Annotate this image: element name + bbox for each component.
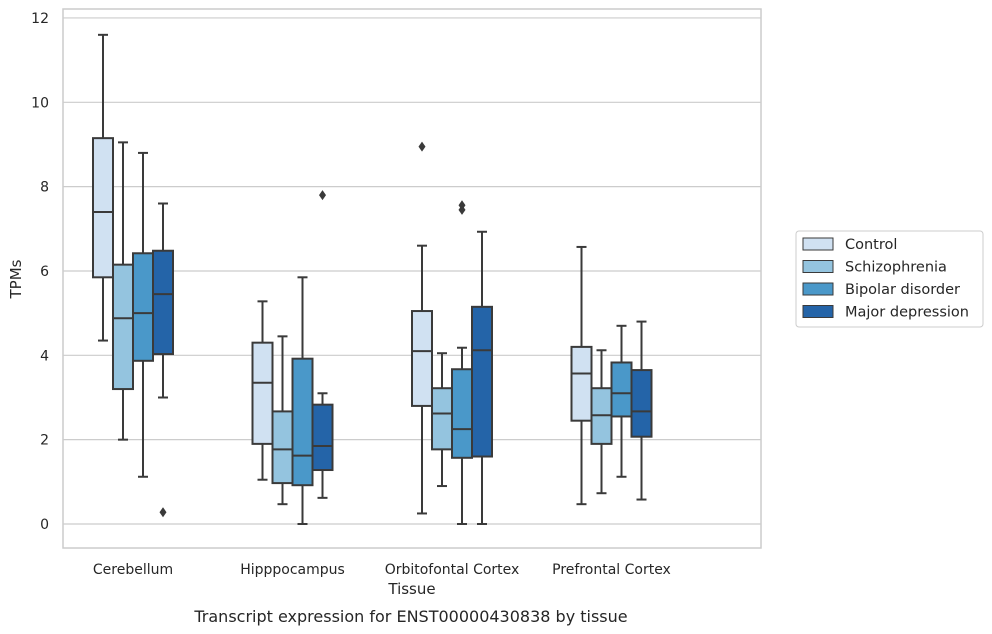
y-tick-label: 4 — [40, 348, 49, 364]
legend-label: Bipolar disorder — [845, 282, 960, 298]
outlier-point — [458, 200, 466, 211]
boxes — [92, 33, 653, 525]
iqr-box — [471, 305, 493, 458]
outlier-point — [319, 190, 326, 201]
box-group — [311, 190, 334, 499]
outlier-point — [418, 141, 426, 152]
chart-caption: Transcript expression for ENST0000043083… — [193, 607, 627, 626]
iqr-box — [112, 263, 134, 391]
box-group — [630, 320, 653, 501]
iqr-box — [630, 369, 653, 438]
legend-label: Control — [845, 237, 897, 253]
box-group — [431, 352, 453, 488]
legend: Control Schizophrenia Bipolar disorder Majo… — [795, 230, 984, 328]
iqr-box — [291, 357, 314, 487]
plot-frame — [62, 8, 762, 549]
iqr-box — [251, 341, 274, 445]
box-group — [152, 202, 174, 518]
y-tick-label: 8 — [40, 180, 49, 196]
y-tick-label: 10 — [31, 95, 49, 111]
iqr-box — [132, 252, 154, 362]
x-tick-label: Prefrontal Cortex — [552, 562, 671, 578]
y-axis-label: TPMs — [7, 259, 25, 299]
y-tick-label: 0 — [40, 517, 49, 533]
box-group — [471, 230, 493, 525]
box-group — [92, 33, 114, 342]
box-group — [570, 245, 593, 506]
box-group — [411, 141, 433, 515]
y-tick-label: 2 — [40, 433, 49, 449]
iqr-box — [411, 310, 433, 407]
iqr-box — [92, 137, 114, 279]
legend-frame — [795, 230, 984, 328]
iqr-box — [271, 410, 294, 485]
legend-swatch — [802, 237, 834, 251]
box-group — [112, 141, 134, 441]
legend-swatch — [802, 282, 834, 296]
x-axis-label: Tissue — [387, 580, 435, 598]
iqr-box — [570, 345, 593, 422]
iqr-box — [311, 403, 334, 472]
iqr-box — [610, 361, 633, 418]
legend-label: Schizophrenia — [845, 260, 947, 276]
iqr-box — [152, 249, 174, 356]
y-tick-label: 12 — [31, 11, 49, 27]
box-group — [271, 335, 294, 506]
y-tick-labels: 0 2 4 6 8 10 12 — [31, 11, 49, 533]
iqr-box — [431, 387, 453, 451]
box-group — [610, 324, 633, 478]
box-group — [251, 300, 274, 481]
legend-swatch — [802, 305, 834, 318]
legend-label: Major depression — [845, 305, 969, 321]
x-tick-label: Hipppocampus — [240, 562, 345, 578]
legend-swatch — [802, 260, 834, 273]
plot-background — [63, 9, 761, 548]
x-tick-label: Orbitofontal Cortex — [385, 562, 520, 578]
x-tick-label: Cerebellum — [93, 562, 173, 578]
outlier-point — [159, 507, 167, 518]
x-tick-labels: Cerebellum Hipppocampus Orbitofontal Corte… — [93, 562, 671, 578]
iqr-box — [451, 368, 473, 459]
y-tick-label: 6 — [40, 264, 49, 280]
